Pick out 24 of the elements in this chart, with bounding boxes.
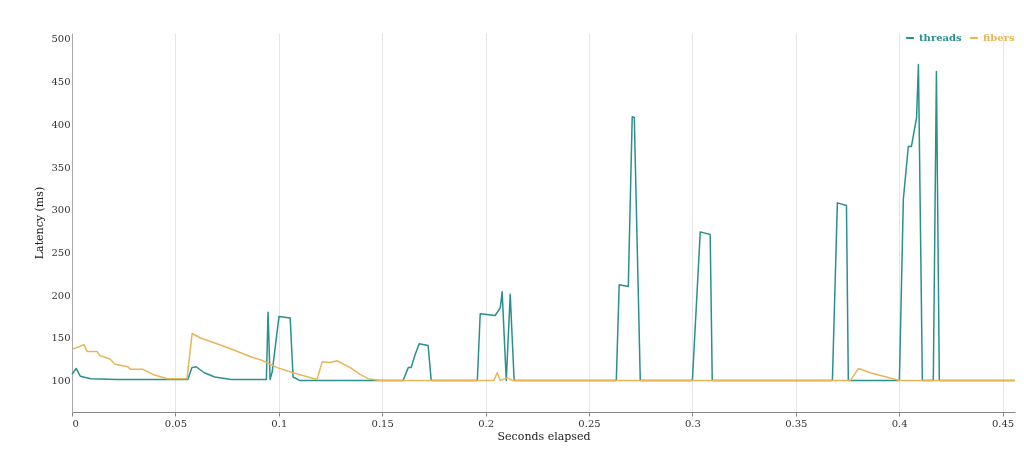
x-tick-label: 0.1: [271, 417, 288, 429]
x-tick-label: 0.45: [991, 417, 1015, 429]
x-axis-title: Seconds elapsed: [497, 429, 591, 443]
x-tick-label: 0.3: [684, 417, 701, 429]
y-tick-label: 350: [51, 161, 71, 173]
x-tick-label: 0.2: [478, 417, 495, 429]
x-tick-label: 0.4: [891, 417, 908, 429]
y-tick-label: 100: [51, 374, 71, 386]
x-tick-label: 0.15: [371, 417, 394, 429]
y-tick-label: 500: [51, 33, 71, 45]
x-tick-label: 0.05: [164, 417, 188, 429]
line-series: [72, 332, 1016, 382]
x-tick-label: 0: [72, 417, 79, 429]
x-tick-label: 0.35: [785, 417, 808, 429]
y-tick-label: 400: [51, 118, 71, 130]
y-tick-label: 450: [51, 76, 71, 88]
y-tick-label: 150: [51, 332, 71, 344]
legend-label: threads: [919, 32, 962, 43]
y-tick-label: 300: [51, 204, 71, 216]
legend-label: fibers: [983, 32, 1015, 43]
y-tick-label: 200: [51, 289, 71, 301]
x-tick-label: 0.25: [578, 417, 601, 429]
y-axis-title: Latency (ms): [33, 186, 47, 260]
y-tick-label: 250: [51, 246, 71, 258]
